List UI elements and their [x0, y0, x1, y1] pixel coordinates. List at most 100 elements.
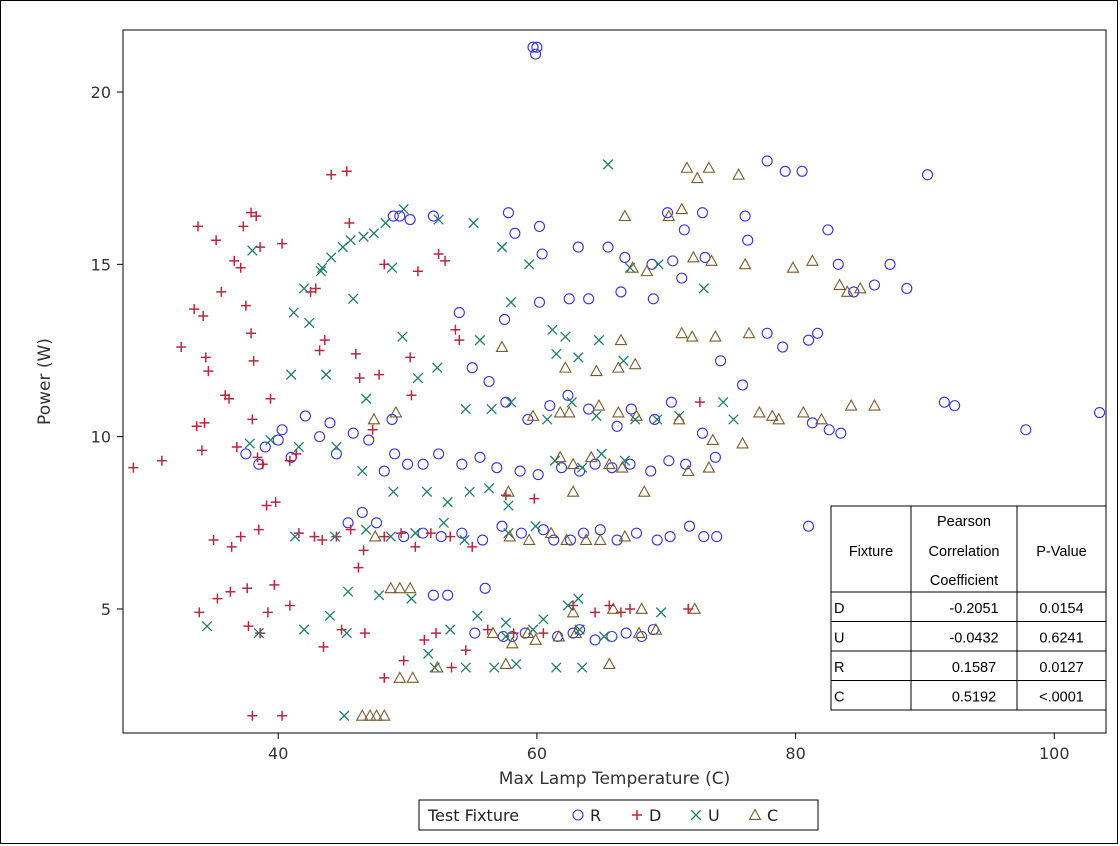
point-d: [314, 345, 325, 356]
point-u: [573, 593, 584, 604]
point-r: [848, 286, 860, 298]
point-c: [363, 709, 377, 721]
point-d: [203, 366, 214, 377]
point-r: [532, 468, 544, 481]
point-r: [796, 165, 808, 177]
point-u: [464, 486, 475, 497]
table-cell-fixture: D: [834, 601, 844, 617]
point-r: [868, 279, 881, 291]
point-u: [653, 259, 664, 270]
point-c: [772, 412, 786, 425]
point-d: [277, 710, 288, 721]
point-d: [229, 255, 240, 266]
table-cell-correlation: -0.2051: [949, 601, 998, 617]
table-border: [830, 505, 1107, 711]
point-r: [259, 441, 271, 453]
point-u: [510, 658, 522, 670]
point-d: [191, 421, 202, 432]
point-r: [606, 630, 618, 643]
point-r: [611, 420, 623, 432]
point-c: [566, 605, 580, 618]
point-c: [618, 209, 632, 222]
point-u: [360, 524, 372, 535]
table-cell-correlation: 0.1587: [952, 660, 996, 676]
legend-label-d: D: [649, 806, 661, 825]
point-d: [529, 493, 540, 504]
point-u: [651, 414, 663, 425]
point-c: [672, 412, 686, 425]
point-d: [467, 541, 478, 552]
point-r: [949, 400, 961, 412]
table-cell-pvalue: 0.0154: [1039, 601, 1083, 617]
point-r: [398, 531, 410, 543]
point-d: [156, 455, 167, 466]
point-d: [446, 662, 457, 673]
point-d: [246, 328, 257, 339]
legend-d-icon: [632, 810, 642, 820]
point-r: [394, 210, 406, 222]
point-r: [514, 465, 526, 477]
point-d: [189, 304, 200, 315]
point-r: [647, 624, 659, 636]
point-d: [243, 621, 254, 632]
point-d: [193, 221, 204, 232]
point-c: [486, 626, 500, 639]
point-u: [201, 620, 213, 632]
point-c: [589, 364, 603, 377]
point-c: [632, 626, 646, 639]
y-tick-label: 20: [91, 83, 111, 102]
point-u: [360, 393, 372, 404]
point-c: [614, 333, 628, 346]
y-tick-label: 10: [91, 428, 111, 447]
point-r: [646, 258, 658, 270]
point-c: [688, 602, 702, 614]
point-u: [406, 593, 417, 604]
point-r: [709, 451, 721, 463]
point-r: [435, 531, 447, 543]
point-r: [363, 434, 375, 446]
point-u: [348, 293, 359, 305]
point-c: [618, 529, 632, 542]
point-r: [544, 400, 556, 412]
point-c: [522, 533, 536, 545]
point-u: [253, 627, 265, 639]
point-r: [761, 155, 773, 167]
point-d: [261, 500, 272, 511]
point-u: [324, 610, 336, 622]
point-d: [396, 528, 407, 539]
point-c: [702, 461, 716, 473]
point-d: [538, 628, 549, 639]
point-r: [527, 41, 539, 53]
point-r: [491, 462, 503, 474]
point-c: [706, 433, 720, 446]
point-u: [331, 441, 342, 453]
point-d: [310, 283, 321, 294]
point-u: [316, 262, 328, 273]
point-r: [499, 313, 511, 326]
y-axis-title: Power (W): [35, 338, 55, 425]
point-u: [398, 203, 409, 215]
point-d: [128, 462, 139, 473]
point-r: [594, 524, 606, 536]
legend-label-c: C: [767, 806, 778, 825]
point-c: [742, 326, 756, 339]
point-u: [538, 614, 549, 625]
point-c: [626, 261, 640, 273]
point-c: [702, 161, 716, 173]
point-u: [432, 362, 443, 373]
point-u: [472, 610, 483, 622]
point-r: [276, 424, 288, 436]
point-d: [284, 600, 295, 611]
point-u: [320, 369, 332, 380]
point-r: [1020, 424, 1032, 436]
correlation-table: Pearson Fixture Correlation P-Value Coeffici…: [830, 505, 1107, 711]
point-d: [625, 603, 636, 614]
point-u: [293, 441, 305, 453]
point-r: [683, 520, 696, 532]
point-r: [533, 220, 546, 232]
point-u: [386, 262, 398, 273]
point-r: [711, 531, 723, 543]
point-r: [835, 427, 847, 439]
point-r: [272, 434, 284, 446]
point-r: [442, 589, 454, 601]
